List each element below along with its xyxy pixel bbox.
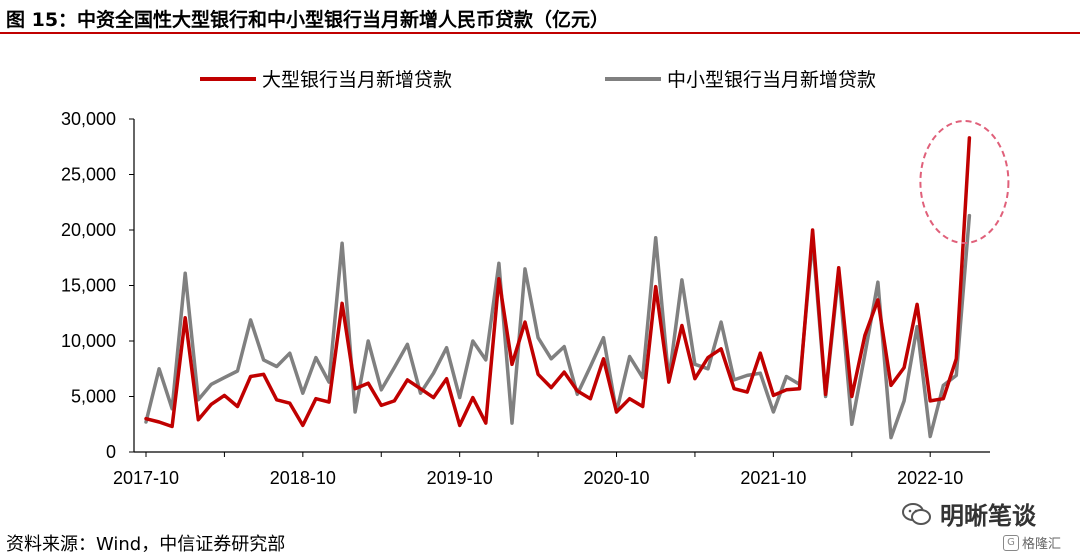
y-tick-label: 15,000 (61, 276, 116, 296)
badge-icon: G (1003, 534, 1019, 551)
x-tick-label: 2018-10 (270, 468, 336, 488)
series-line-large-banks (144, 136, 972, 429)
line-chart: 大型银行当月新增贷款 中小型银行当月新增贷款 30,000 25,000 20,00… (61, 69, 1010, 488)
wechat-icon (902, 502, 931, 525)
x-tick-label: 2022-10 (897, 468, 963, 488)
figure-title: 图 15：中资全国性大型银行和中小型银行当月新增人民币贷款（亿元） (6, 9, 610, 31)
watermark: 明晰笔谈 (902, 496, 1036, 531)
axes (133, 119, 990, 453)
y-axis-ticks: 30,000 25,000 20,000 15,000 10,000 5,000 0 (61, 109, 134, 462)
y-tick-label: 30,000 (61, 109, 116, 129)
y-tick-label: 25,000 (61, 165, 116, 185)
legend-label-small-banks: 中小型银行当月新增贷款 (667, 69, 876, 91)
x-axis-ticks: 2017-10 2018-10 2019-10 2020-10 2021-10 2022-… (113, 452, 963, 488)
annotations (919, 120, 1010, 244)
y-tick-label: 10,000 (61, 331, 116, 351)
x-tick-label: 2020-10 (583, 468, 649, 488)
series-lines (144, 136, 972, 440)
legend-label-large-banks: 大型银行当月新增贷款 (262, 69, 452, 91)
x-tick-label: 2017-10 (113, 468, 179, 488)
highlight-ellipse (919, 120, 1010, 244)
x-tick-label: 2021-10 (740, 468, 806, 488)
legend: 大型银行当月新增贷款 中小型银行当月新增贷款 (200, 69, 876, 91)
y-tick-label: 5,000 (71, 387, 116, 407)
y-tick-label: 20,000 (61, 220, 116, 240)
y-tick-label: 0 (106, 442, 116, 462)
badge-text: 格隆汇 (1022, 537, 1062, 552)
watermark-text: 明晰笔谈 (940, 502, 1036, 530)
x-tick-label: 2019-10 (427, 468, 493, 488)
title-divider (0, 32, 1080, 34)
source-note: 资料来源：Wind，中信证券研究部 (6, 534, 286, 555)
source-badge: G 格隆汇 (1003, 533, 1061, 552)
